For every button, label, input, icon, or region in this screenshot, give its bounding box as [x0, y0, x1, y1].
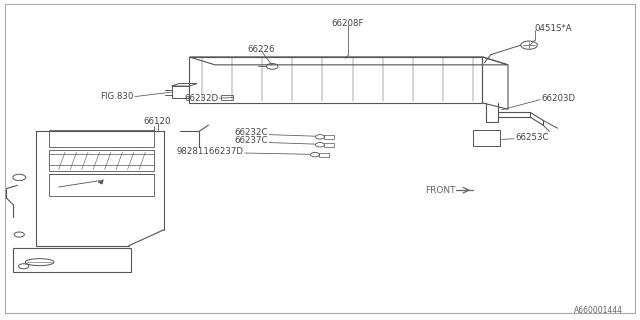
- Text: 66232C: 66232C: [234, 128, 268, 137]
- Text: 66253C: 66253C: [516, 133, 549, 142]
- Text: 66237C: 66237C: [234, 136, 268, 146]
- Text: 66208F: 66208F: [332, 19, 364, 28]
- Text: 66203D: 66203D: [541, 94, 575, 103]
- Text: 66226: 66226: [248, 45, 275, 54]
- Text: 66232D: 66232D: [184, 94, 218, 103]
- Polygon shape: [99, 180, 103, 184]
- Text: FRONT: FRONT: [425, 186, 456, 195]
- Text: 0451S*A: 0451S*A: [535, 24, 572, 33]
- Text: 66120: 66120: [144, 117, 172, 126]
- Text: A660001444: A660001444: [573, 306, 623, 315]
- Text: 98281166237D: 98281166237D: [177, 147, 244, 156]
- Text: FIG.830: FIG.830: [100, 92, 134, 101]
